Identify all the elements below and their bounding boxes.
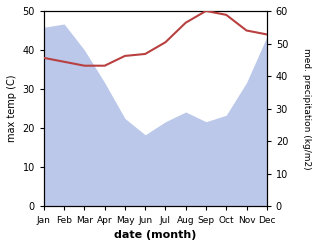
Y-axis label: med. precipitation (kg/m2): med. precipitation (kg/m2): [302, 48, 311, 169]
Y-axis label: max temp (C): max temp (C): [7, 75, 17, 143]
X-axis label: date (month): date (month): [114, 230, 197, 240]
